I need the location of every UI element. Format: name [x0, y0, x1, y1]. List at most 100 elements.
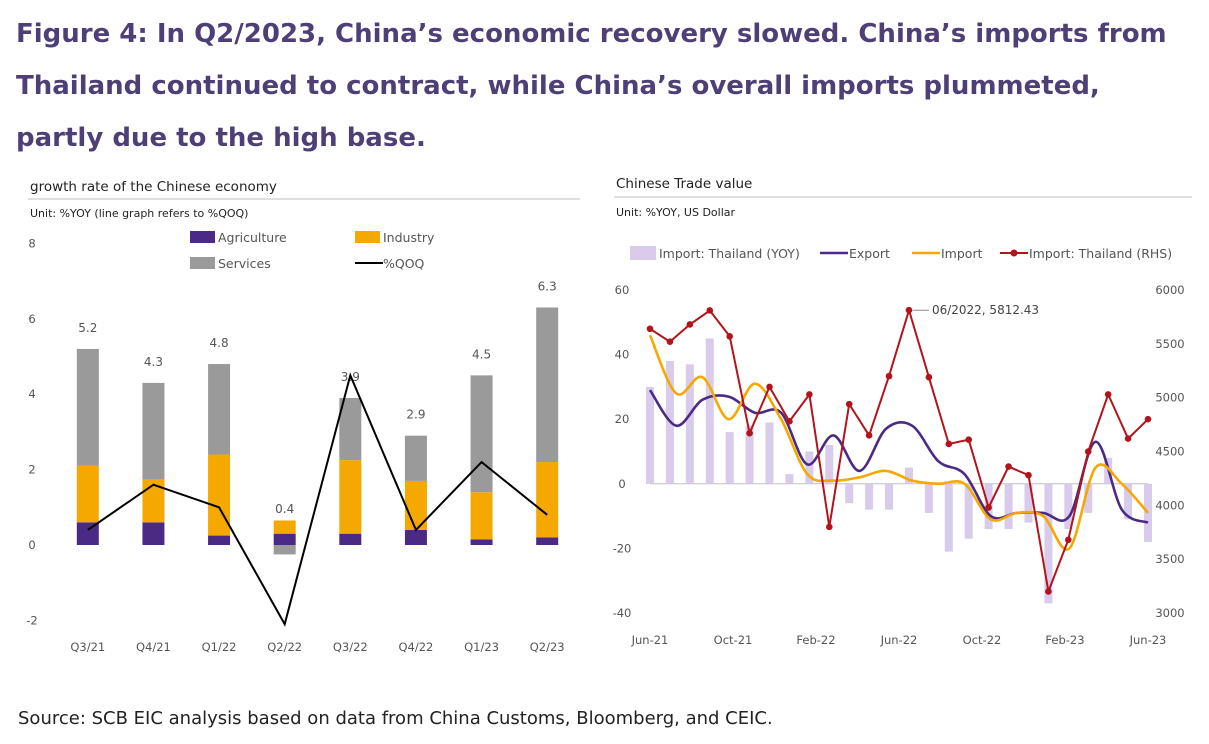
- thai-import-rhs-point: [786, 418, 793, 425]
- thai-import-rhs-point: [985, 504, 992, 511]
- annotation-label: 06/2022, 5812.43: [932, 303, 1039, 317]
- legend-marker-thai-rhs: [1010, 249, 1018, 257]
- thai-import-rhs-point: [925, 373, 933, 381]
- trade-value-chart: Chinese Trade value Unit: %YOY, US Dollar…: [613, 176, 1192, 647]
- y2-tick-label: 4500: [1155, 445, 1184, 459]
- bar-thai-import-yoy: [765, 422, 774, 484]
- x-tick-label: Q2/22: [267, 640, 302, 654]
- bar-agriculture: [76, 522, 99, 545]
- x-tick-label: Q3/22: [333, 640, 368, 654]
- bar-thai-import-yoy: [745, 425, 754, 484]
- bar-thai-import-yoy: [865, 483, 874, 510]
- gdp-growth-chart: growth rate of the Chinese economy Unit: …: [26, 179, 580, 654]
- data-label-total: 5.2: [78, 321, 97, 335]
- bar-thai-import-yoy: [1044, 483, 1053, 604]
- bar-thai-import-yoy: [805, 451, 814, 484]
- thai-import-rhs-line: [649, 306, 1149, 596]
- bar-services: [536, 307, 559, 463]
- bar-thai-import-yoy: [1004, 483, 1013, 530]
- bar-services: [404, 435, 427, 481]
- thai-import-rhs-point: [666, 338, 674, 345]
- legend-label: Export: [849, 246, 890, 261]
- bar-thai-import-yoy: [1124, 483, 1133, 520]
- bar-services: [208, 364, 231, 455]
- bar-industry: [339, 460, 362, 534]
- chart-title: Chinese Trade value: [616, 176, 752, 192]
- y-tick-label: 40: [615, 348, 630, 362]
- thai-import-rhs-point: [1084, 448, 1092, 455]
- bar-thai-import-yoy: [904, 467, 913, 484]
- bar-thai-import-yoy: [845, 483, 854, 504]
- y-tick-label: -40: [613, 606, 632, 620]
- y-tick-label: 8: [28, 236, 35, 250]
- x-tick-label: Q1/22: [202, 640, 237, 654]
- x-tick-label: Q1/23: [464, 640, 499, 654]
- bar-services: [273, 545, 296, 555]
- bar-agriculture: [142, 522, 165, 545]
- thai-import-rhs-point: [1045, 588, 1052, 595]
- data-label-total: 4.3: [144, 355, 163, 369]
- legend-label: Services: [218, 256, 271, 271]
- bar-agriculture: [273, 533, 296, 545]
- bar-industry: [273, 520, 296, 534]
- y2-tick-label: 6000: [1155, 283, 1184, 297]
- thai-import-rhs-point: [766, 383, 773, 391]
- source-note: Source: SCB EIC analysis based on data f…: [18, 708, 773, 729]
- thai-import-rhs-point: [1144, 415, 1152, 423]
- bar-thai-import-yoy: [685, 364, 694, 484]
- y-tick-label: 0: [28, 538, 35, 552]
- bar-industry: [470, 492, 493, 540]
- qoq-line: [87, 372, 548, 627]
- thai-import-rhs-point: [706, 307, 714, 314]
- legend-label: Import: [941, 246, 983, 261]
- legend-label: Agriculture: [218, 230, 287, 245]
- y2-tick-label: 3000: [1155, 606, 1184, 620]
- bar-industry: [536, 462, 559, 538]
- x-tick-label: Feb-22: [796, 633, 835, 647]
- chart-title: growth rate of the Chinese economy: [30, 179, 277, 195]
- legend-swatch-thai-yoy: [630, 246, 656, 260]
- x-tick-label: Oct-21: [714, 633, 753, 647]
- thai-import-rhs-point: [1124, 435, 1132, 442]
- y2-tick-label: 5000: [1155, 391, 1184, 405]
- data-label-total: 0.4: [275, 502, 294, 516]
- y-tick-label: 20: [615, 412, 630, 426]
- thai-import-rhs-point: [1065, 536, 1072, 544]
- thai-import-rhs-point: [945, 440, 953, 448]
- bar-industry: [142, 479, 165, 523]
- bar-agriculture: [208, 535, 231, 545]
- legend-swatch-agriculture: [190, 231, 215, 243]
- bar-services: [470, 375, 493, 493]
- x-tick-label: Q4/21: [136, 640, 171, 654]
- legend-swatch-industry: [355, 231, 380, 243]
- bar-services: [339, 397, 362, 461]
- x-tick-label: Q2/23: [530, 640, 565, 654]
- thai-import-rhs-point: [1104, 391, 1112, 398]
- data-label-total: 6.3: [538, 279, 557, 293]
- x-tick-label: Jun-23: [1129, 633, 1167, 647]
- bar-thai-import-yoy: [1024, 483, 1033, 523]
- bar-industry: [208, 454, 231, 536]
- legend-label: %QOQ: [383, 256, 425, 271]
- chart-subtitle: Unit: %YOY (line graph refers to %QOQ): [30, 207, 248, 220]
- x-tick-label: Jun-21: [631, 633, 669, 647]
- bar-thai-import-yoy: [1084, 483, 1093, 513]
- thai-import-rhs-point: [726, 332, 733, 340]
- thai-import-rhs-point: [905, 306, 913, 314]
- x-tick-label: Jun-22: [880, 633, 918, 647]
- thai-import-rhs-point: [1025, 471, 1032, 479]
- x-tick-label: Oct-22: [963, 633, 1002, 647]
- data-label-total: 2.9: [406, 408, 425, 422]
- bar-thai-import-yoy: [646, 386, 654, 484]
- y-tick-label: 4: [28, 387, 35, 401]
- legend-label: Industry: [383, 230, 435, 245]
- legend-label: Import: Thailand (RHS): [1029, 246, 1172, 261]
- x-tick-label: Feb-23: [1045, 633, 1084, 647]
- legend-swatch-services: [190, 257, 215, 269]
- y2-tick-label: 5500: [1155, 337, 1184, 351]
- bar-agriculture: [404, 529, 427, 545]
- thai-import-rhs-point: [806, 391, 813, 398]
- figure-title: Figure 4: In Q2/2023, China’s economic r…: [16, 19, 1167, 153]
- y2-tick-label: 3500: [1155, 552, 1184, 566]
- import-line: [648, 334, 1149, 551]
